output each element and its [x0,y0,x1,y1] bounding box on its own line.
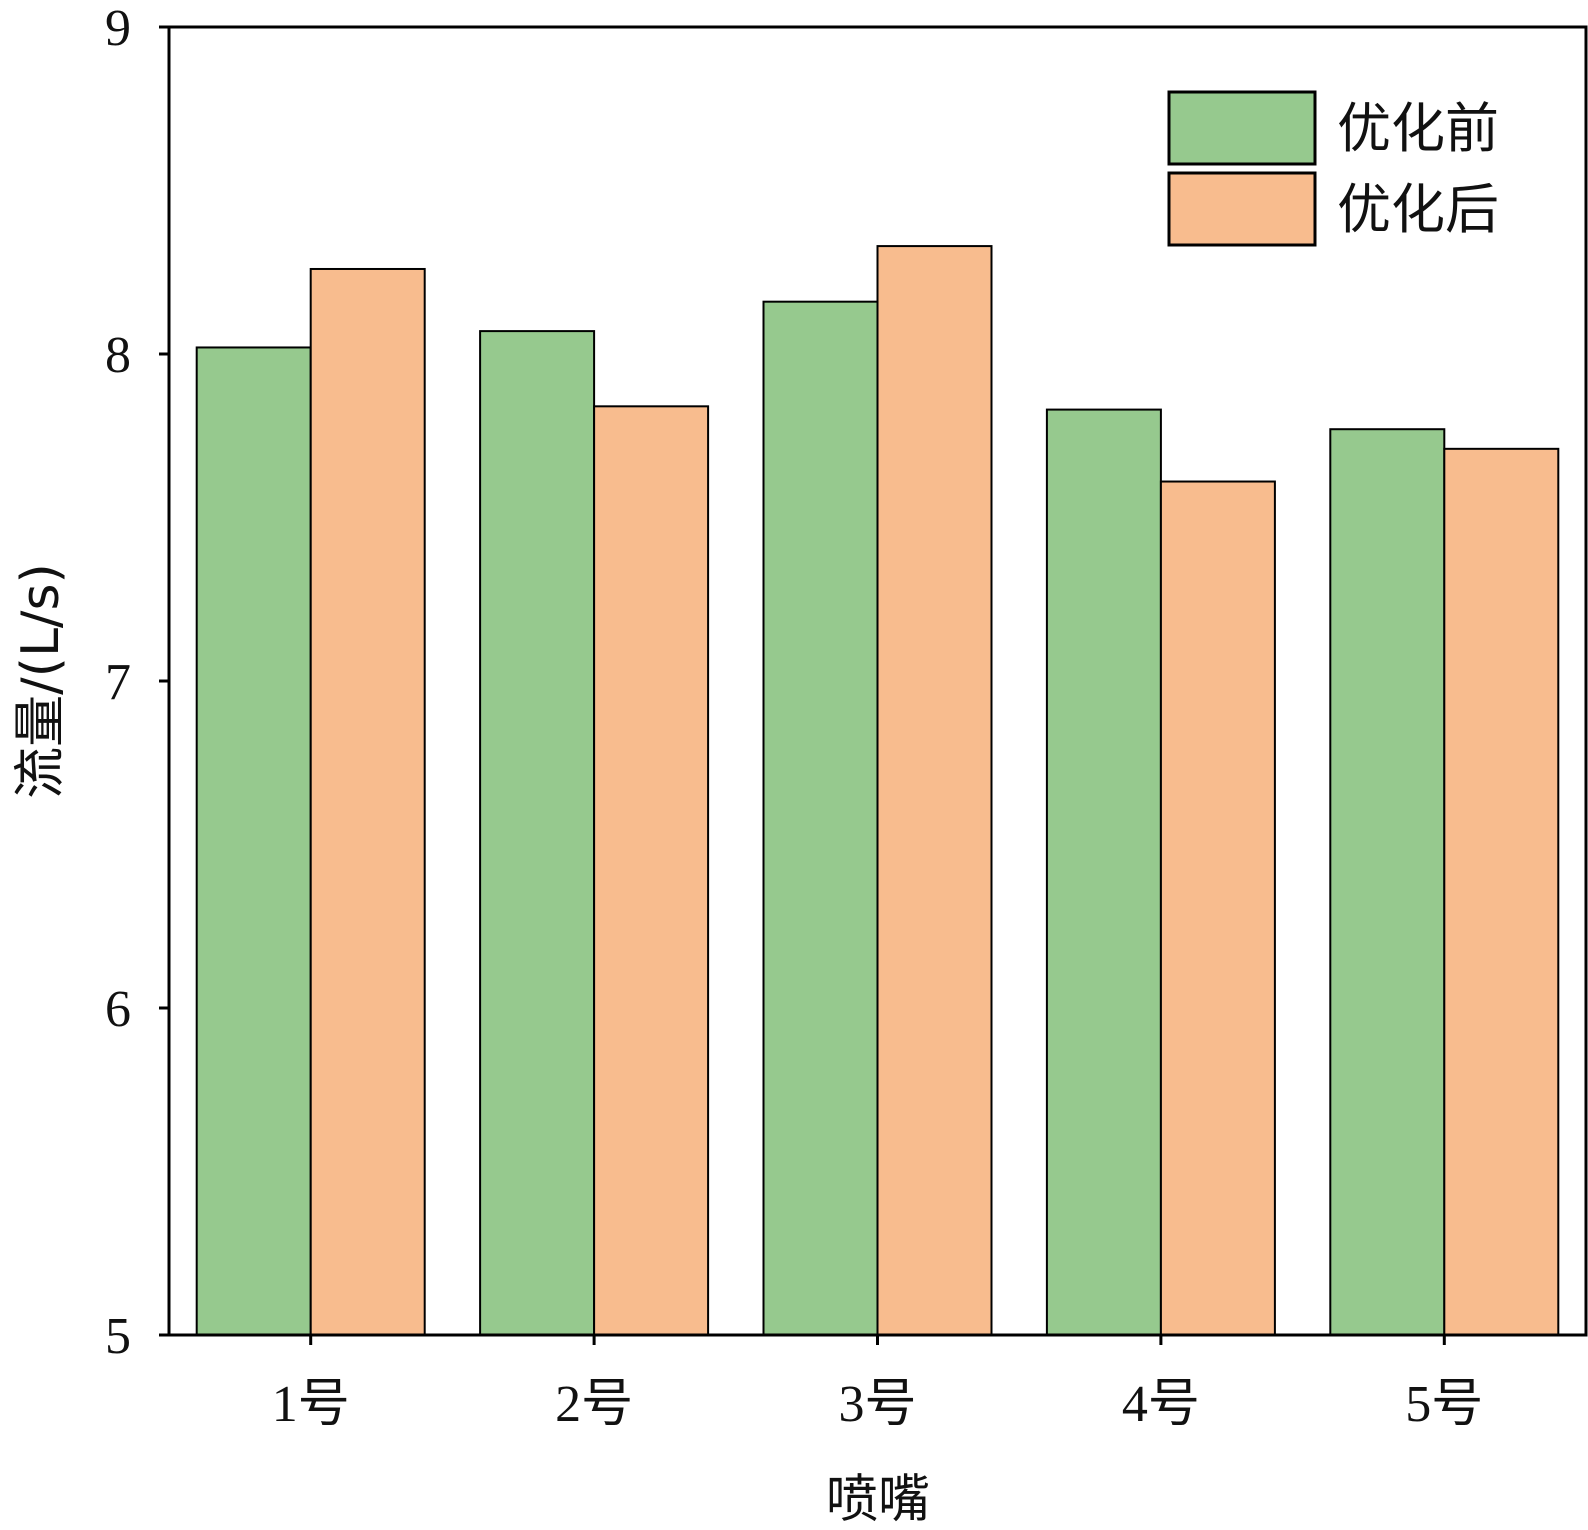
y-tick-label: 8 [105,327,131,384]
bar-4-series-1 [1045,408,1162,1336]
bars-group [195,245,1560,1337]
y-tick-label: 7 [105,654,131,711]
legend-swatch-series-2 [1167,171,1317,247]
legend-swatch-series-1 [1167,90,1317,166]
bar-5-series-2 [1443,447,1560,1336]
y-axis: 5 6 7 8 9 [105,0,169,1365]
x-tick-label: 3号 [838,1376,916,1433]
y-axis-label: 流量/(L/s) [11,563,71,799]
legend-label-series-1: 优化前 [1337,97,1499,160]
bar-2-series-2 [593,405,710,1336]
bar-2-series-1 [479,330,596,1336]
bar-1-series-1 [195,346,312,1336]
x-tick-label: 5号 [1405,1376,1483,1433]
bar-3-series-1 [762,300,879,1336]
legend-label-series-2: 优化后 [1337,178,1499,241]
y-tick-label: 5 [105,1308,131,1365]
bar-3-series-2 [876,245,993,1337]
x-tick-label: 1号 [272,1376,350,1433]
x-axis-label: 喷嘴 [826,1470,930,1530]
bar-1-series-2 [309,267,426,1337]
bar-4-series-2 [1159,480,1276,1336]
y-tick-label: 6 [105,981,131,1038]
x-tick-label: 2号 [555,1376,633,1433]
bar-5-series-1 [1329,428,1446,1336]
x-axis: 1号 2号 3号 4号 5号 [272,1335,1483,1433]
y-tick-label: 9 [105,0,131,57]
x-tick-label: 4号 [1122,1376,1200,1433]
